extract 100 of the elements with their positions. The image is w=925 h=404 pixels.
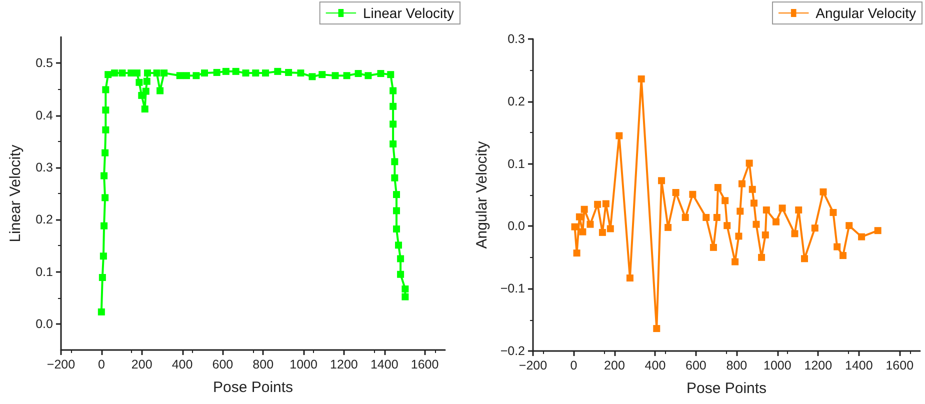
y-axis-title: Linear Velocity bbox=[7, 144, 24, 242]
x-tick-label: 1600 bbox=[410, 358, 439, 372]
point bbox=[573, 250, 580, 257]
point bbox=[102, 106, 110, 114]
point bbox=[762, 206, 770, 214]
point bbox=[160, 69, 168, 76]
point bbox=[142, 88, 150, 95]
x-tick-label: 1600 bbox=[886, 358, 914, 372]
point bbox=[811, 224, 818, 232]
point bbox=[834, 243, 841, 250]
legend-label: Linear Velocity bbox=[362, 5, 454, 21]
x-tick-label: −200 bbox=[518, 358, 548, 372]
point bbox=[118, 69, 126, 76]
point bbox=[772, 218, 780, 226]
point bbox=[332, 72, 339, 80]
x-tick-label: 200 bbox=[131, 358, 152, 372]
y-tick-label: 0.0 bbox=[508, 219, 526, 234]
y-tick-label: 0.3 bbox=[36, 160, 54, 174]
point bbox=[242, 69, 250, 76]
point bbox=[735, 232, 742, 240]
y-axis-title: Angular Velocity bbox=[473, 140, 490, 249]
point bbox=[98, 308, 105, 316]
y-tick-label: −0.1 bbox=[500, 282, 526, 296]
point bbox=[136, 78, 143, 86]
point bbox=[602, 200, 610, 208]
x-tick-label: 1000 bbox=[764, 358, 792, 372]
point bbox=[858, 233, 866, 240]
point bbox=[308, 73, 316, 80]
point bbox=[392, 207, 400, 214]
point bbox=[274, 68, 282, 75]
point bbox=[736, 208, 744, 215]
point bbox=[213, 68, 220, 76]
point bbox=[364, 72, 372, 80]
point bbox=[738, 180, 746, 188]
point bbox=[778, 204, 786, 212]
point bbox=[343, 72, 350, 80]
point bbox=[222, 68, 230, 75]
y-tick-label: 0.5 bbox=[36, 56, 54, 70]
point bbox=[402, 285, 409, 292]
point bbox=[586, 220, 594, 228]
point bbox=[791, 230, 798, 238]
point bbox=[397, 270, 404, 278]
x-axis-title: Pose Points bbox=[686, 380, 767, 397]
point bbox=[664, 224, 672, 231]
point bbox=[232, 68, 240, 75]
point bbox=[252, 69, 260, 76]
x-tick-label: 1400 bbox=[370, 358, 398, 372]
x-tick-label: 0 bbox=[570, 358, 578, 372]
point bbox=[392, 191, 400, 198]
x-axis-title: Pose Points bbox=[212, 379, 294, 396]
point bbox=[102, 149, 109, 156]
point bbox=[795, 206, 802, 214]
point bbox=[594, 200, 602, 208]
point bbox=[762, 231, 769, 238]
point bbox=[713, 214, 720, 221]
point bbox=[200, 69, 208, 76]
point bbox=[183, 72, 190, 80]
point bbox=[111, 69, 118, 76]
point bbox=[722, 197, 729, 204]
point bbox=[144, 69, 151, 76]
y-tick-label: 0.2 bbox=[508, 94, 526, 108]
point bbox=[746, 160, 753, 167]
point bbox=[748, 186, 756, 193]
y-tick-label: 0.1 bbox=[508, 156, 526, 171]
point bbox=[354, 70, 362, 78]
point bbox=[571, 223, 578, 230]
point bbox=[102, 194, 109, 202]
point bbox=[672, 189, 680, 196]
point bbox=[689, 190, 696, 198]
point bbox=[874, 227, 882, 234]
point bbox=[840, 252, 847, 260]
point bbox=[297, 69, 304, 76]
x-tick-label: 1000 bbox=[290, 358, 318, 372]
point bbox=[391, 174, 398, 182]
point bbox=[702, 214, 710, 221]
point bbox=[141, 105, 148, 112]
point bbox=[377, 70, 384, 78]
point bbox=[153, 69, 160, 76]
point bbox=[395, 242, 402, 249]
point bbox=[758, 254, 766, 261]
point bbox=[100, 252, 107, 260]
point bbox=[262, 69, 270, 76]
point bbox=[579, 228, 586, 236]
point bbox=[732, 258, 739, 266]
y-tick-label: −0.2 bbox=[500, 344, 526, 358]
x-tick-label: 1200 bbox=[330, 358, 358, 372]
y-tick-label: 0.1 bbox=[36, 264, 54, 279]
x-tick-label: 1400 bbox=[844, 358, 873, 372]
x-tick-label: −200 bbox=[46, 358, 76, 372]
point bbox=[98, 274, 106, 281]
y-tick-label: 0.0 bbox=[36, 316, 54, 331]
point bbox=[156, 87, 164, 94]
point bbox=[580, 206, 588, 213]
x-tick-label: 400 bbox=[644, 358, 666, 372]
x-tick-label: 1200 bbox=[804, 358, 832, 372]
point bbox=[100, 222, 108, 230]
point bbox=[402, 293, 409, 300]
point bbox=[638, 75, 645, 82]
point bbox=[390, 140, 397, 148]
x-tick-label: 400 bbox=[172, 358, 193, 372]
